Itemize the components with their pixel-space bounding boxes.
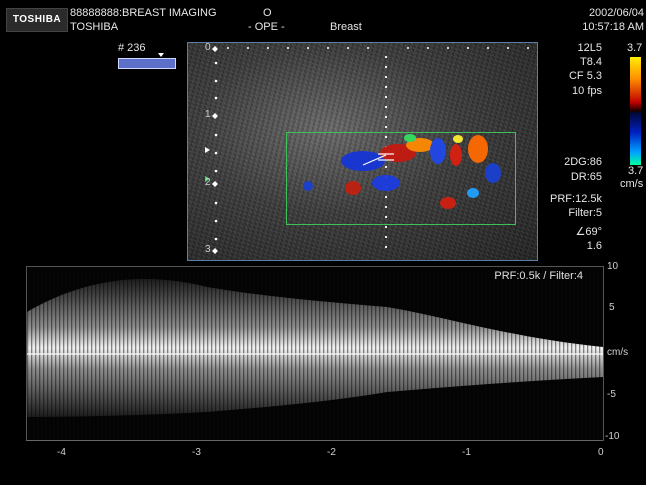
time-axis xyxy=(26,440,602,441)
velocity-label-5: 5 xyxy=(609,302,615,313)
velocity-label-10: 10 xyxy=(607,261,619,272)
depth-label-2: 2 xyxy=(205,177,211,188)
image-number: # 236 xyxy=(118,42,146,54)
depth-label-0: 0 xyxy=(205,42,211,53)
velocity-label-minus10: -10 xyxy=(605,431,620,442)
time-label-minus4: -4 xyxy=(57,447,66,458)
scale-unit: cm/s xyxy=(620,178,644,190)
probe-id: 12L5 xyxy=(577,42,602,54)
color-roi-box xyxy=(286,132,516,225)
color-flow xyxy=(303,134,501,209)
angle-correction: ∠69° xyxy=(575,226,603,238)
patient-id: 88888888:BREAST IMAGING xyxy=(70,7,217,19)
exam-date: 2002/06/04 xyxy=(588,7,644,19)
velocity-unit: cm/s xyxy=(607,347,629,358)
depth-label-1: 1 xyxy=(205,109,211,120)
gate-depth: 1.6 xyxy=(586,240,602,252)
time-label-minus1: -1 xyxy=(462,447,471,458)
velocity-label-minus5: -5 xyxy=(607,389,616,400)
operator-label: - OPE - xyxy=(248,21,285,33)
bmode-overlay xyxy=(205,46,529,254)
spectrum-canvas xyxy=(27,267,603,440)
scale-bottom-value: 3.7 xyxy=(628,165,644,177)
color-prf: PRF:12.5k xyxy=(550,193,602,205)
t-value: T8.4 xyxy=(579,56,602,68)
depth-label-3: 3 xyxy=(205,244,211,255)
sample-gate xyxy=(362,153,394,166)
probe-position-thumbnail xyxy=(118,58,176,69)
scale-top-value: 3.7 xyxy=(627,42,643,54)
color-filter: Filter:5 xyxy=(568,207,602,219)
time-label-minus2: -2 xyxy=(327,447,336,458)
dynamic-range: DR:65 xyxy=(570,171,602,183)
operator-mark: O xyxy=(263,7,272,19)
gain-2d: 2DG:86 xyxy=(564,156,602,168)
color-velocity-scale xyxy=(630,57,641,165)
toshiba-logo: TOSHIBA xyxy=(6,8,68,32)
bmode-image xyxy=(187,42,538,261)
header-bar: TOSHIBA 88888888:BREAST IMAGING TOSHIBA … xyxy=(0,0,646,40)
exam-type: Breast xyxy=(330,21,362,33)
institution: TOSHIBA xyxy=(70,21,119,33)
time-label-0: 0 xyxy=(598,447,604,458)
time-label-minus3: -3 xyxy=(192,447,201,458)
exam-time: 10:57:18 AM xyxy=(582,21,644,33)
position-marker-icon xyxy=(158,53,164,57)
color-frequency: CF 5.3 xyxy=(568,70,602,82)
frame-rate: 10 fps xyxy=(572,85,602,97)
doppler-prf-filter: PRF:0.5k / Filter:4 xyxy=(494,270,583,282)
doppler-spectrum: PRF:0.5k / Filter:4 xyxy=(26,266,604,441)
depth-scale-dots xyxy=(214,61,218,241)
